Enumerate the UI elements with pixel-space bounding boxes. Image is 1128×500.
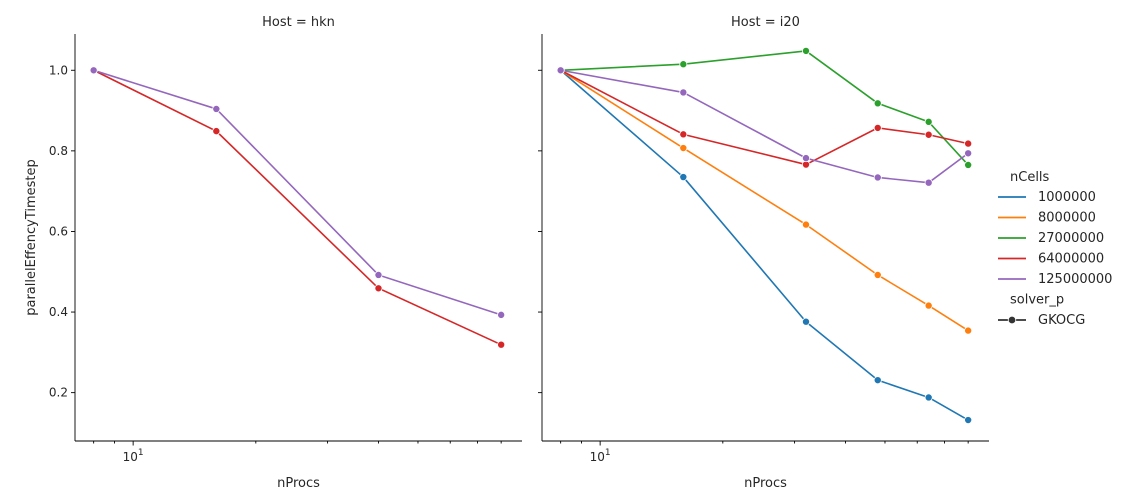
panel-2-point-8000000 — [924, 301, 933, 310]
legend-hue-title: nCells — [1010, 170, 1050, 185]
panel-1-y-tick-label: 0.2 — [49, 386, 68, 400]
panel-1-y-tick-label: 1.0 — [49, 63, 68, 77]
panel-2-point-8000000 — [964, 326, 973, 335]
panel-2-point-27000000 — [873, 99, 882, 108]
panel-2-point-1000000 — [873, 376, 882, 385]
panel-2-series-line-27000000 — [560, 50, 969, 166]
panel-2-point-27000000 — [964, 160, 973, 169]
panel-2-point-27000000 — [679, 60, 688, 69]
panel-1-series-line-64000000 — [93, 69, 502, 346]
panel-2-point-125000000 — [679, 88, 688, 97]
panel-1-point-64000000 — [212, 127, 221, 136]
panel-1-series-line-125000000 — [93, 69, 502, 316]
panel-2-series-line-64000000 — [560, 69, 969, 166]
panel-1-x-label: nProcs — [277, 476, 320, 491]
panel-1-title: Host = hkn — [262, 15, 335, 30]
legend-entry-8000000: 8000000 — [1038, 211, 1096, 226]
panel-2-point-8000000 — [801, 220, 810, 229]
panel-2-point-1000000 — [801, 317, 810, 326]
panel-1-point-64000000 — [374, 284, 383, 293]
panel-2-title: Host = i20 — [731, 15, 800, 30]
panel-1-point-125000000 — [89, 66, 98, 75]
panel-2-point-125000000 — [556, 66, 565, 75]
panel-2-x-tick-label: 101 — [590, 448, 611, 464]
panel-2-point-1000000 — [679, 173, 688, 182]
legend-entry-125000000: 125000000 — [1038, 272, 1112, 287]
panel-2-point-1000000 — [964, 416, 973, 425]
panel-1-point-125000000 — [212, 104, 221, 113]
panel-1-y-tick-label: 0.6 — [49, 224, 68, 238]
panel-2-point-125000000 — [924, 178, 933, 187]
legend-style-marker — [1007, 315, 1017, 325]
legend-entry-27000000: 27000000 — [1038, 231, 1104, 246]
panel-1-x-tick-label: 101 — [123, 448, 144, 464]
panel-1-point-64000000 — [497, 340, 506, 349]
panel-2-series-line-8000000 — [560, 69, 969, 332]
panel-2-point-8000000 — [679, 144, 688, 153]
panel-2-series-line-125000000 — [560, 69, 969, 184]
panel-2-point-125000000 — [801, 154, 810, 163]
panel-2-point-125000000 — [873, 173, 882, 182]
panel-1-y-tick-label: 0.8 — [49, 144, 68, 158]
legend-style-entry: GKOCG — [1038, 313, 1085, 328]
legend-entry-64000000: 64000000 — [1038, 252, 1104, 267]
panel-2-point-64000000 — [964, 139, 973, 148]
panel-2-point-64000000 — [924, 130, 933, 139]
panel-1-point-125000000 — [497, 310, 506, 319]
panel-1-y-tick-label: 0.4 — [49, 305, 68, 319]
panel-2-point-8000000 — [873, 270, 882, 279]
y-axis-label: parallelEffencyTimestep — [24, 159, 39, 316]
panel-2-point-1000000 — [924, 393, 933, 402]
panel-1-point-125000000 — [374, 270, 383, 279]
legend-style-title: solver_p — [1010, 293, 1064, 308]
panel-2-series-line-1000000 — [560, 69, 969, 421]
legend-entry-1000000: 1000000 — [1038, 190, 1096, 205]
panel-2-point-27000000 — [924, 117, 933, 126]
panel-2-point-125000000 — [964, 149, 973, 158]
panel-2-point-64000000 — [679, 130, 688, 139]
panel-2-point-27000000 — [801, 46, 810, 55]
panel-2-x-label: nProcs — [744, 476, 787, 491]
panel-2-point-64000000 — [873, 123, 882, 132]
